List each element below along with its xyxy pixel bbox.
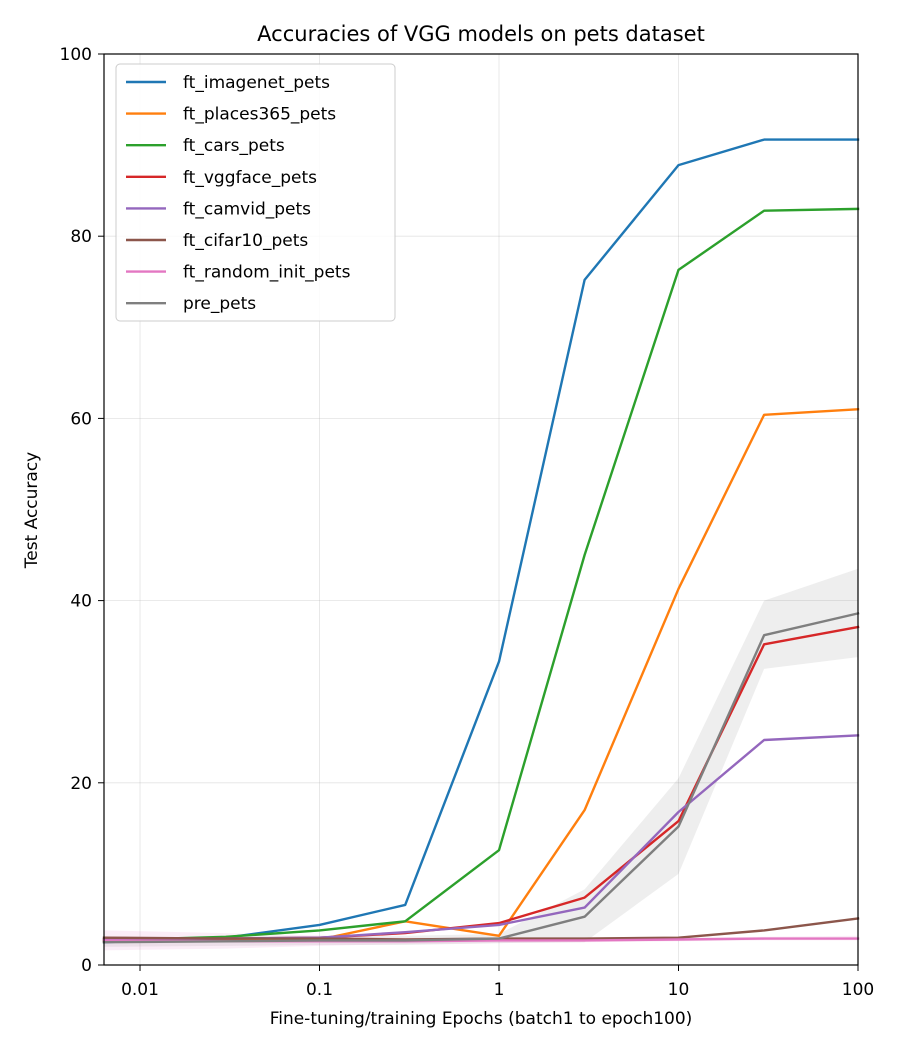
y-tick-label: 100 (60, 45, 92, 65)
axis-ticks: 0.01 0.1 1 10 100 0 20 40 60 80 100 (60, 45, 875, 1000)
y-tick-label: 60 (70, 409, 92, 429)
x-tick-label: 0.01 (121, 980, 159, 1000)
legend-label: ft_places365_pets (183, 105, 336, 125)
series-line (102, 611, 860, 944)
x-tick-label: 100 (842, 980, 874, 1000)
legend: ft_imagenet_pets ft_places365_pets ft_cars… (115, 63, 396, 322)
legend-label: ft_cars_pets (183, 136, 285, 156)
y-tick-label: 80 (70, 227, 92, 247)
y-tick-label: 40 (70, 592, 92, 612)
series-lines (102, 138, 860, 944)
legend-label: ft_camvid_pets (183, 199, 311, 219)
x-axis-label: Fine-tuning/training Epochs (batch1 to e… (270, 1009, 693, 1029)
legend-box (115, 63, 396, 322)
legend-label: ft_vggface_pets (183, 168, 317, 188)
x-tick-label: 10 (668, 980, 690, 1000)
legend-label: ft_imagenet_pets (183, 73, 330, 93)
x-tick-label: 1 (494, 980, 505, 1000)
y-tick-label: 20 (70, 774, 92, 794)
legend-label: pre_pets (183, 294, 256, 314)
legend-label: ft_random_init_pets (183, 263, 351, 283)
plot-frame (103, 53, 859, 966)
series-line (102, 207, 860, 942)
chart-title: Accuracies of VGG models on pets dataset (257, 22, 705, 46)
series-line (102, 138, 860, 944)
legend-label: ft_cifar10_pets (183, 231, 308, 251)
x-tick-label: 0.1 (306, 980, 333, 1000)
confidence-band (104, 568, 858, 947)
y-tick-label: 0 (81, 956, 92, 976)
y-axis-label: Test Accuracy (22, 452, 42, 570)
